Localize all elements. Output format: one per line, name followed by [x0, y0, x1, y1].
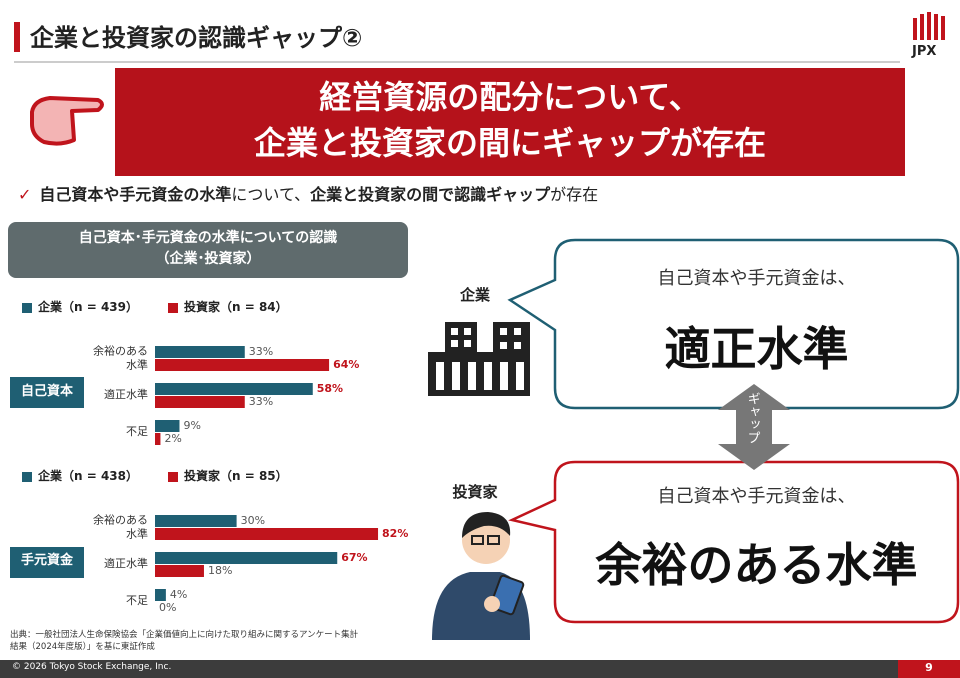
legend-label: 企業（n = 439）: [38, 300, 139, 314]
legend-swatch: [22, 472, 32, 482]
bullet-segment: が存在: [550, 185, 599, 204]
value-label: 58%: [317, 382, 343, 395]
group-box: [10, 547, 84, 578]
gap-arrow: [718, 384, 790, 470]
callout-investor: [508, 460, 960, 624]
category-label: 余裕のある水準: [93, 344, 148, 371]
group-box: [10, 377, 84, 408]
bar: [155, 515, 237, 527]
value-label: 0%: [159, 601, 176, 614]
panel-line: 自己資本･手元資金の水準についての認識: [78, 230, 338, 246]
bar: [155, 433, 161, 445]
callout-answer: 適正水準: [664, 322, 849, 376]
banner-line: 企業と投資家の間にギャップが存在: [253, 124, 766, 162]
legend-swatch: [22, 303, 32, 313]
callout-lead: 自己資本や手元資金は、: [657, 486, 856, 507]
callout-company: [507, 238, 960, 410]
bar: [155, 346, 245, 358]
value-label: 33%: [249, 395, 273, 408]
bar: [155, 383, 313, 395]
person-icon: [432, 512, 530, 640]
value-label: 82%: [382, 527, 408, 540]
footer-bar: [0, 660, 960, 678]
bullet: ✓ 自己資本や手元資金の水準について、企業と投資家の間で認識ギャップが存在: [18, 185, 598, 204]
bullet-segment: 企業と投資家の間で認識ギャップ: [310, 185, 551, 204]
bullet-segment: 自己資本や手元資金の水準: [39, 185, 232, 204]
bar: [155, 589, 166, 601]
legend-swatch: [168, 472, 178, 482]
slide-title: 企業と投資家の認識ギャップ②: [30, 24, 363, 52]
source-line: 結果（2024年度版）」を基に東証作成: [10, 642, 155, 652]
page-number: 9: [925, 661, 933, 674]
bar: [155, 359, 330, 371]
group-label: 自己資本: [20, 384, 73, 399]
source-line: 出典：一般社団法人生命保険協会「企業価値向上に向けた取り組みに関するアンケート集…: [10, 630, 359, 640]
value-label: 9%: [183, 419, 200, 432]
pointing-hand: [30, 96, 104, 146]
legend-swatch: [168, 303, 178, 313]
gap-label: ギャップ: [744, 392, 760, 444]
value-label: 2%: [164, 432, 181, 445]
category-label: 適正水準: [104, 388, 148, 402]
investor-label: 投資家: [452, 483, 498, 501]
legend-label: 投資家（n = 85）: [184, 469, 288, 483]
panel: [8, 222, 408, 278]
legend-label: 企業（n = 438）: [38, 469, 139, 483]
bar: [155, 420, 180, 432]
company-label: 企業: [459, 286, 490, 304]
logo-text: JPX: [912, 44, 937, 59]
building-icon: [428, 322, 530, 396]
value-label: 30%: [241, 514, 265, 527]
bullet-segment: について、: [231, 185, 311, 204]
bar: [155, 552, 338, 564]
check: ✓: [18, 185, 32, 204]
callout-lead: 自己資本や手元資金は、: [657, 268, 856, 289]
category-label: 余裕のある水準: [93, 513, 148, 540]
bar: [155, 565, 204, 577]
value-label: 18%: [208, 564, 232, 577]
title-accent: [14, 22, 20, 52]
panel-line: （企業･投資家）: [155, 251, 261, 267]
category-label: 不足: [126, 594, 148, 608]
bar: [155, 528, 379, 540]
value-label: 64%: [333, 358, 359, 371]
logo-mark: [913, 12, 945, 40]
banner: [115, 68, 905, 176]
bar: [155, 396, 245, 408]
group-label: 手元資金: [20, 553, 73, 568]
legend-label: 投資家（n = 84）: [184, 300, 288, 314]
value-label: 4%: [170, 588, 187, 601]
value-label: 67%: [341, 551, 367, 564]
category-label: 適正水準: [104, 557, 148, 571]
category-label: 不足: [126, 425, 148, 439]
callout-answer: 余裕のある水準: [595, 538, 918, 592]
copyright: © 2026 Tokyo Stock Exchange, Inc.: [12, 662, 172, 672]
value-label: 33%: [249, 345, 273, 358]
banner-line: 経営資源の配分について、: [319, 78, 701, 116]
page-box: [898, 660, 960, 678]
